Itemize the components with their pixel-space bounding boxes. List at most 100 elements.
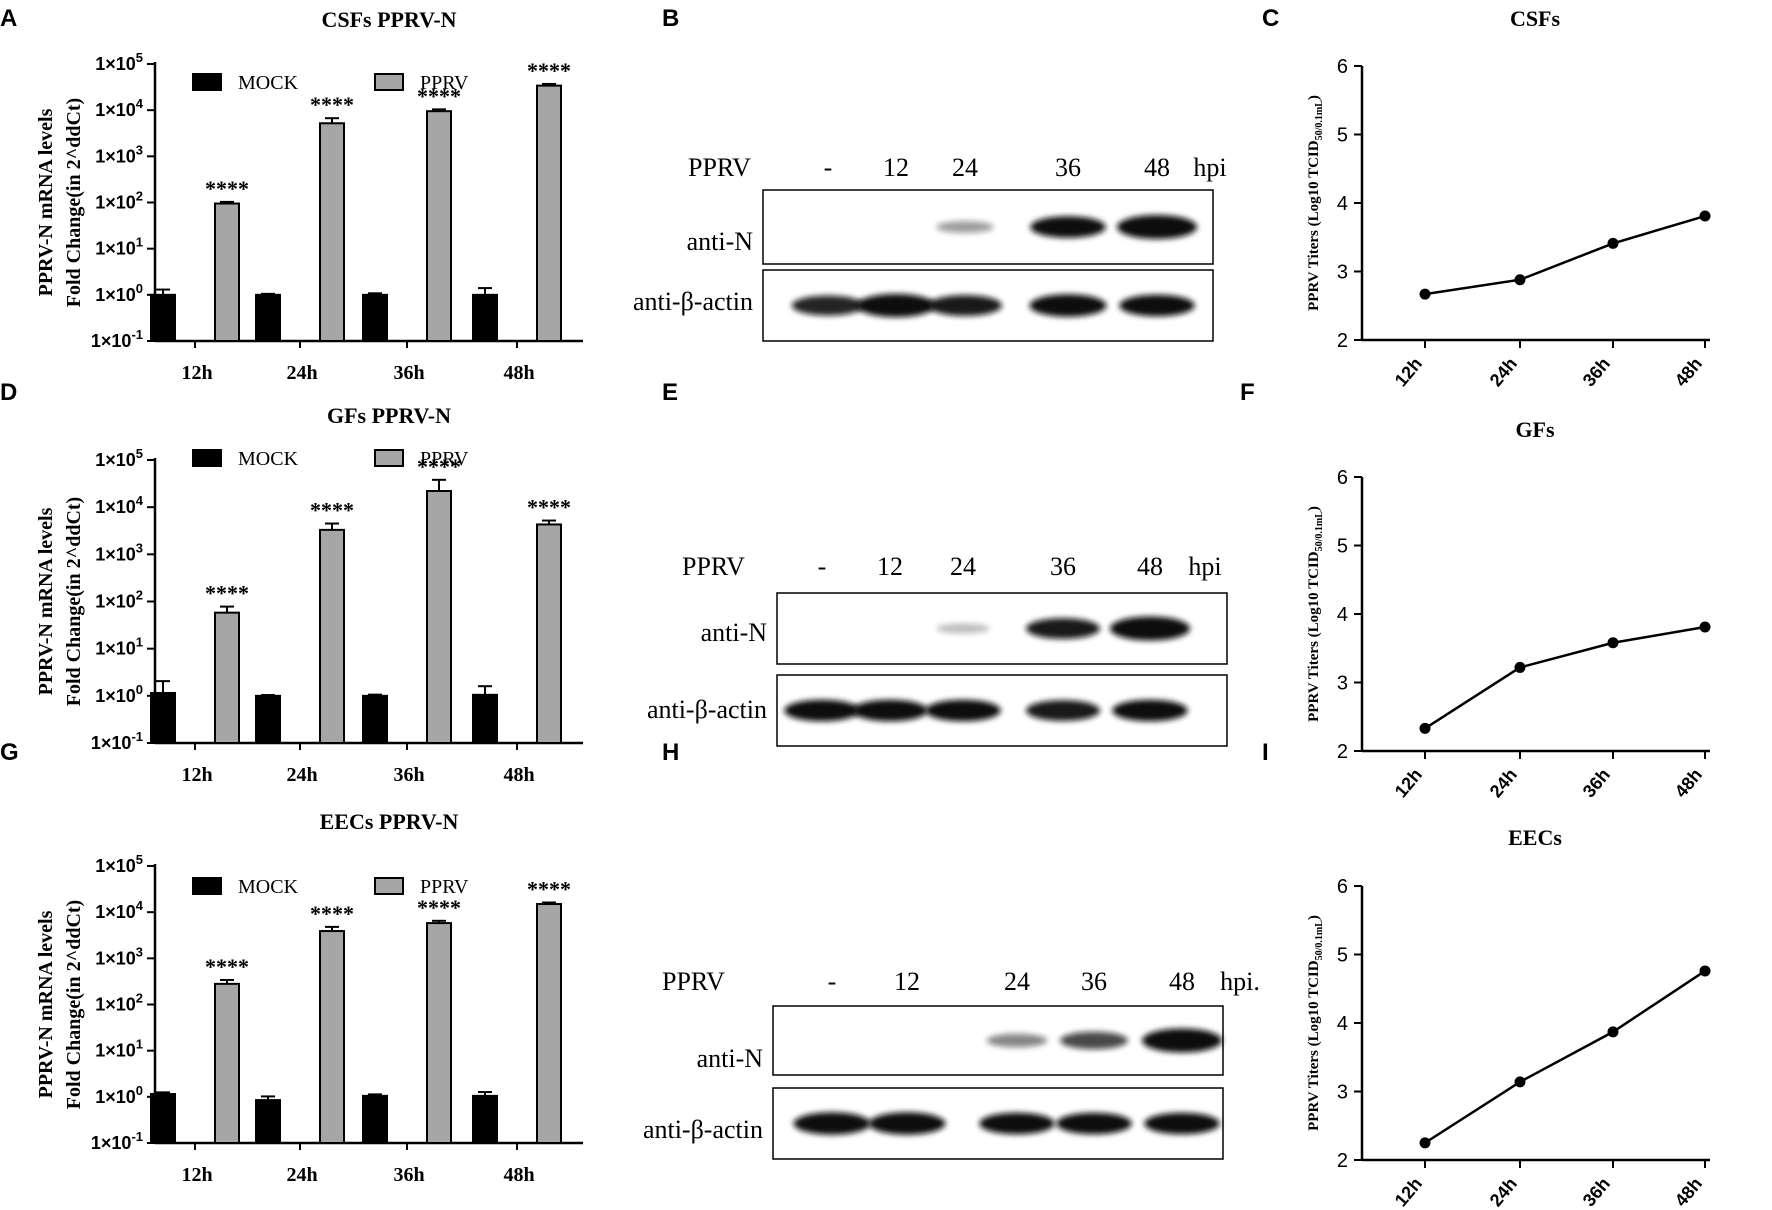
lane-label: 24 <box>950 552 976 581</box>
significance-label: **** <box>310 92 354 117</box>
blot-header-label: PPRV <box>688 153 751 182</box>
y-tick-label: 1×103 <box>95 142 143 166</box>
series-line <box>1424 625 1706 730</box>
unit-label: hpi. <box>1220 967 1260 996</box>
y-tick-label: 1×105 <box>95 852 143 876</box>
line-chart-F: GFs PPRV Titers (Log10 TCID50/0.1mL) 2 3 4 5 6… <box>1306 417 1711 801</box>
y-tick-label: 2 <box>1337 1150 1348 1172</box>
y-tick-label: 2 <box>1337 741 1348 763</box>
x-tick-label: 48h <box>1671 1174 1706 1210</box>
significance-label: **** <box>527 58 571 83</box>
data-point-24h <box>1514 1076 1526 1088</box>
data-point-48h <box>1699 965 1711 977</box>
blot-row-label: anti-β-actin <box>643 1115 763 1144</box>
blot-row-label: anti-N <box>697 1044 764 1073</box>
blot-band <box>986 1033 1048 1048</box>
bar-mock-48h <box>472 693 498 745</box>
x-tick-label: 12h <box>1391 354 1426 391</box>
blot-band <box>1142 1028 1222 1053</box>
x-tick-label: 36h <box>393 1164 424 1186</box>
x-tick-label: 48h <box>1671 765 1706 802</box>
y-tick-label: 1×104 <box>95 898 144 922</box>
lane-label: - <box>828 967 837 996</box>
bar-pprv-48h <box>536 84 562 343</box>
x-tick-label: 36h <box>1579 765 1614 802</box>
lane-label: 24 <box>1004 967 1030 996</box>
legend-swatch <box>192 73 222 91</box>
blot-band <box>1056 1112 1132 1135</box>
y-axis-label: PPRV-N mRNA levels <box>35 507 57 695</box>
y-tick-label: 2 <box>1337 330 1348 352</box>
x-tick-label: 48h <box>503 362 534 384</box>
significance-label: **** <box>417 454 461 479</box>
lane-label: 12 <box>894 967 920 996</box>
panel-letter-C: C <box>1262 5 1279 32</box>
blot-band <box>791 295 865 316</box>
panel-letter-E: E <box>662 379 678 406</box>
unit-label: hpi <box>1188 552 1221 581</box>
x-tick-label: 36h <box>393 362 424 384</box>
data-point-24h <box>1514 661 1526 673</box>
y-tick-label: 1×104 <box>95 96 144 120</box>
y-tick-label: 1×10-1 <box>91 327 143 351</box>
blot-band <box>1030 216 1106 238</box>
bar-mock-12h <box>150 293 176 343</box>
y-tick-label: 5 <box>1337 945 1348 967</box>
significance-label: **** <box>527 495 571 520</box>
lane-label: 12 <box>883 153 909 182</box>
bar-mock-24h <box>255 694 281 744</box>
blot-band <box>868 1112 946 1135</box>
bar-pprv-48h <box>536 523 562 744</box>
lane-label: 24 <box>952 153 978 182</box>
legend-label: MOCK <box>238 876 299 898</box>
blot-band <box>793 1112 871 1135</box>
x-tick-label: 48h <box>503 764 534 786</box>
significance-label: **** <box>310 901 354 926</box>
data-point-12h <box>1419 722 1431 734</box>
y-tick-label: 1×102 <box>95 189 143 213</box>
blot-band <box>1144 1112 1220 1135</box>
bar-pprv-12h <box>214 202 240 342</box>
chart-title: GFs PPRV-N <box>327 403 451 428</box>
x-tick-label: 36h <box>393 764 424 786</box>
x-tick-label: 12h <box>181 362 212 384</box>
blot-band <box>1026 700 1100 721</box>
significance-label: **** <box>205 581 249 606</box>
bar-pprv-24h <box>319 930 345 1144</box>
lane-label: 36 <box>1050 552 1076 581</box>
unit-label: hpi <box>1193 153 1226 182</box>
legend-swatch <box>192 877 222 895</box>
blot-header-label: PPRV <box>662 967 725 996</box>
y-tick-label: 1×100 <box>95 1083 143 1107</box>
y-axis-label: PPRV-N mRNA levels <box>35 108 57 296</box>
data-point-36h <box>1607 637 1619 649</box>
x-tick-label: 48h <box>503 1164 534 1186</box>
chart-title: EECs PPRV-N <box>320 809 459 834</box>
x-tick-label: 12h <box>181 764 212 786</box>
legend-swatch <box>374 449 404 467</box>
data-point-36h <box>1607 237 1619 249</box>
bar-pprv-24h <box>319 528 345 745</box>
y-tick-label: 6 <box>1337 876 1348 898</box>
bar-pprv-12h <box>214 611 240 745</box>
panel-letter-D: D <box>0 379 17 406</box>
y-tick-label: 1×10-1 <box>91 1129 143 1153</box>
y-tick-label: 1×104 <box>95 493 144 517</box>
series-line <box>1424 969 1706 1144</box>
y-axis-label: PPRV Titers (Log10 TCID50/0.1mL) <box>1306 506 1325 722</box>
lane-label: 12 <box>877 552 903 581</box>
bar-mock-24h <box>255 1099 281 1144</box>
x-tick-label: 36h <box>1579 1174 1614 1210</box>
blot-row-label: anti-β-actin <box>647 695 767 724</box>
x-tick-label: 24h <box>1486 354 1521 391</box>
y-tick-label: 1×103 <box>95 540 143 564</box>
x-tick-label: 48h <box>1671 354 1706 391</box>
bar-mock-48h <box>472 1094 498 1145</box>
chart-title: CSFs <box>1510 6 1561 31</box>
bar-mock-36h <box>362 293 388 343</box>
legend-swatch <box>374 73 404 91</box>
x-tick-label: 24h <box>286 362 317 384</box>
chart-title: CSFs PPRV-N <box>321 7 456 32</box>
series-line <box>1424 214 1706 296</box>
panel-letter-H: H <box>662 739 679 766</box>
